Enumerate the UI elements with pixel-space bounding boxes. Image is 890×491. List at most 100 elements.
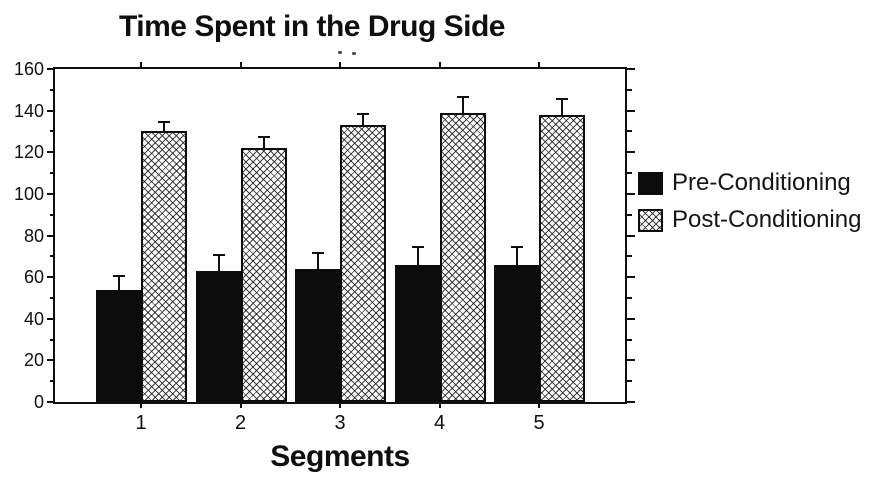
x-axis-bottom-tick xyxy=(239,404,242,408)
x-axis-tick-label: 1 xyxy=(135,412,147,434)
x-axis-top-tick xyxy=(140,62,142,67)
y-axis-minor-tick-right xyxy=(627,172,632,175)
x-axis-bottom-tick xyxy=(438,404,441,408)
error-bar-cap-pre-segment-4 xyxy=(411,245,424,248)
y-axis-major-tick-left xyxy=(47,401,55,403)
error-bar-cap-post-segment-1 xyxy=(158,121,170,124)
error-bar-post-segment-3 xyxy=(362,114,364,128)
legend-label-post-conditioning: Post-Conditioning xyxy=(672,206,862,234)
error-bar-cap-post-segment-5 xyxy=(556,98,568,101)
y-axis-major-tick-left xyxy=(47,151,55,154)
y-axis-minor-tick-right xyxy=(627,213,632,216)
y-axis-major-tick-right xyxy=(627,192,635,195)
error-bar-cap-pre-segment-2 xyxy=(212,254,225,257)
x-axis-tick-label: 2 xyxy=(234,412,247,434)
y-axis-tick-label: 160 xyxy=(13,59,44,79)
y-axis-minor-tick-right xyxy=(627,296,632,299)
legend-item-post-conditioning: Post-Conditioning xyxy=(638,206,862,234)
y-axis-tick-label: 100 xyxy=(13,183,44,204)
error-bar-post-segment-1 xyxy=(163,123,165,134)
y-axis-minor-tick-left xyxy=(50,88,55,91)
y-axis-major-tick-left xyxy=(47,68,55,70)
y-axis-minor-tick-right xyxy=(627,255,632,258)
y-axis-minor-tick-left xyxy=(50,296,55,299)
y-axis-tick-label: 80 xyxy=(23,225,44,246)
y-axis-major-tick-right xyxy=(627,234,635,237)
y-axis-major-tick-left xyxy=(47,234,55,237)
x-axis-top-tick xyxy=(339,62,341,67)
x-axis-tick-label: 3 xyxy=(334,412,346,434)
y-axis-tick-label: 140 xyxy=(13,100,44,121)
bar-pre-segment-3 xyxy=(295,268,340,402)
error-bar-pre-segment-4 xyxy=(416,247,419,267)
y-axis-tick-label: 0 xyxy=(33,392,44,412)
y-axis-tick-label: 20 xyxy=(23,350,44,371)
x-axis-top-tick xyxy=(239,62,242,67)
y-axis-minor-tick-left xyxy=(50,130,55,133)
y-axis-tick-label: 60 xyxy=(23,267,44,288)
x-axis-tick-label: 5 xyxy=(533,412,545,434)
error-bar-cap-pre-segment-1 xyxy=(113,275,125,278)
y-axis-tick-label: 120 xyxy=(13,142,44,163)
legend-label-pre-conditioning: Pre-Conditioning xyxy=(672,169,851,196)
error-bar-cap-post-segment-3 xyxy=(357,112,369,115)
y-axis-major-tick-right xyxy=(627,68,635,70)
error-bar-cap-post-segment-4 xyxy=(456,96,469,99)
x-axis-top-tick xyxy=(438,62,441,67)
x-axis-tick-label: 4 xyxy=(433,412,446,434)
bar-pre-segment-5 xyxy=(494,264,539,402)
error-bar-pre-segment-3 xyxy=(317,254,319,271)
x-axis-bottom-tick xyxy=(339,404,341,408)
x-axis-top-tick xyxy=(538,62,540,67)
legend-swatch-solid-black xyxy=(638,171,663,195)
artifact-mark xyxy=(352,52,356,55)
bar-post-segment-1 xyxy=(141,131,187,402)
legend-item-pre-conditioning: Pre-Conditioning xyxy=(638,169,861,196)
error-bar-pre-segment-2 xyxy=(217,256,220,273)
y-axis-tick-label: 40 xyxy=(23,308,44,329)
y-axis-major-tick-left xyxy=(47,317,55,320)
y-axis-major-tick-left xyxy=(47,276,55,279)
error-bar-cap-post-segment-2 xyxy=(257,135,270,138)
bar-post-segment-3 xyxy=(340,125,386,402)
y-axis-minor-tick-right xyxy=(627,130,632,133)
bar-post-segment-2 xyxy=(240,148,287,402)
x-axis-bottom-tick xyxy=(538,404,540,408)
bar-post-segment-4 xyxy=(439,112,486,402)
y-axis-major-tick-right xyxy=(627,401,635,403)
artifact-mark xyxy=(338,51,342,54)
y-axis-major-tick-right xyxy=(627,109,635,112)
chart-title: Time Spent in the Drug Side xyxy=(119,10,506,43)
y-axis-major-tick-right xyxy=(627,276,635,279)
error-bar-cap-pre-segment-5 xyxy=(511,245,523,248)
y-axis-major-tick-right xyxy=(627,359,635,362)
y-axis-major-tick-left xyxy=(47,359,55,362)
y-axis-major-tick-left xyxy=(47,192,55,195)
y-axis-major-tick-right xyxy=(627,151,635,154)
error-bar-pre-segment-5 xyxy=(516,247,518,267)
y-axis-minor-tick-left xyxy=(50,255,55,258)
legend-swatch-crosshatch xyxy=(638,209,663,233)
x-axis-title: Segments xyxy=(270,440,410,473)
y-axis-minor-tick-left xyxy=(50,172,55,175)
y-axis-minor-tick-right xyxy=(627,338,632,341)
plot-area xyxy=(53,67,627,404)
y-axis-minor-tick-right xyxy=(627,88,632,91)
y-axis-minor-tick-left xyxy=(50,338,55,341)
y-axis-minor-tick-left xyxy=(50,380,55,383)
y-axis-major-tick-right xyxy=(627,317,635,320)
x-axis-bottom-tick xyxy=(140,404,142,408)
error-bar-cap-pre-segment-3 xyxy=(312,252,324,255)
error-bar-post-segment-5 xyxy=(561,100,563,117)
y-axis-minor-tick-left xyxy=(50,213,55,216)
y-axis-minor-tick-right xyxy=(627,380,632,383)
error-bar-pre-segment-1 xyxy=(118,277,120,292)
y-axis-major-tick-left xyxy=(47,109,55,112)
bar-pre-segment-4 xyxy=(394,264,440,402)
error-bar-post-segment-4 xyxy=(461,98,464,115)
error-bar-post-segment-2 xyxy=(262,137,265,151)
bar-pre-segment-2 xyxy=(195,270,241,402)
legend: Pre-Conditioning Post-Conditioning xyxy=(638,169,862,234)
